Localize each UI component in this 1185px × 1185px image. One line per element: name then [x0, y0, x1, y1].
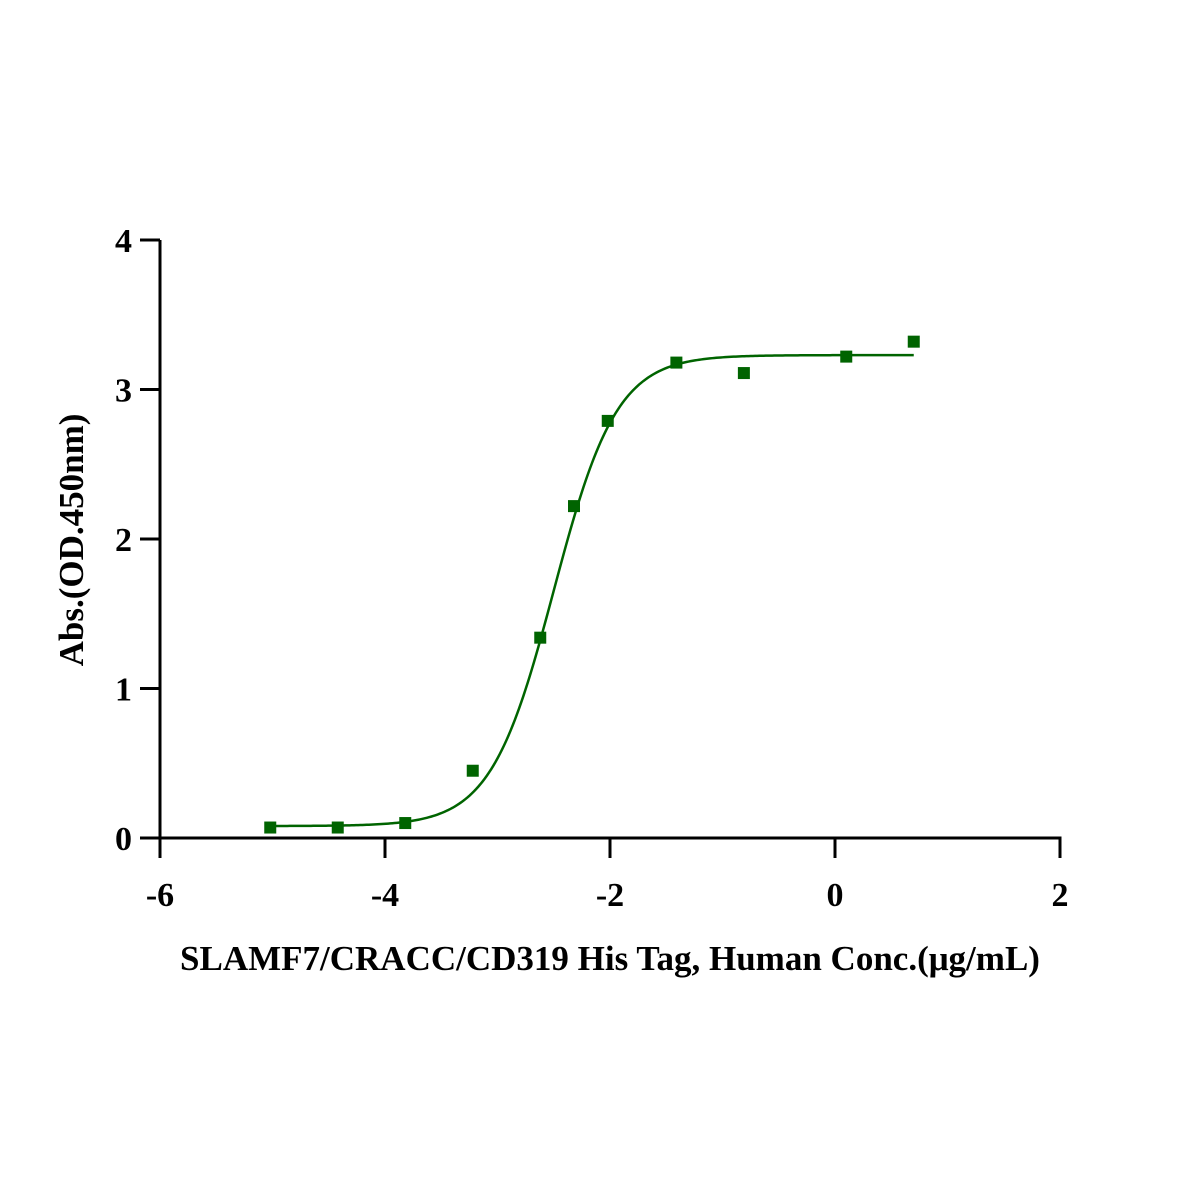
data-point	[534, 631, 547, 644]
y-tick-label: 0	[115, 821, 132, 858]
plot-area: 0 1 2 3 4 -6 -4 -2 0 2	[115, 223, 1069, 914]
data-point	[670, 356, 683, 369]
data-point	[264, 821, 277, 834]
y-tick-label: 4	[115, 223, 132, 260]
y-tick-label: 1	[115, 672, 132, 709]
data-point	[466, 764, 479, 777]
data-point	[331, 821, 344, 834]
fit-curve	[270, 353, 914, 828]
y-tick-label: 2	[115, 522, 132, 559]
data-point	[840, 350, 853, 363]
x-tick-label: -2	[596, 877, 624, 914]
x-axis-title: SLAMF7/CRACC/CD319 His Tag, Human Conc.(…	[180, 939, 1040, 978]
x-tick-label: 0	[827, 877, 844, 914]
y-tick-label: 3	[115, 373, 132, 410]
y-axis-title: Abs.(OD.450nm)	[52, 414, 91, 667]
x-tick-label: -6	[146, 877, 174, 914]
data-point	[907, 335, 920, 348]
x-tick-label: -4	[371, 877, 399, 914]
data-point	[601, 414, 614, 427]
x-tick-label: 2	[1052, 877, 1069, 914]
data-point	[568, 500, 580, 513]
data-point	[399, 817, 412, 830]
data-point	[737, 367, 750, 380]
